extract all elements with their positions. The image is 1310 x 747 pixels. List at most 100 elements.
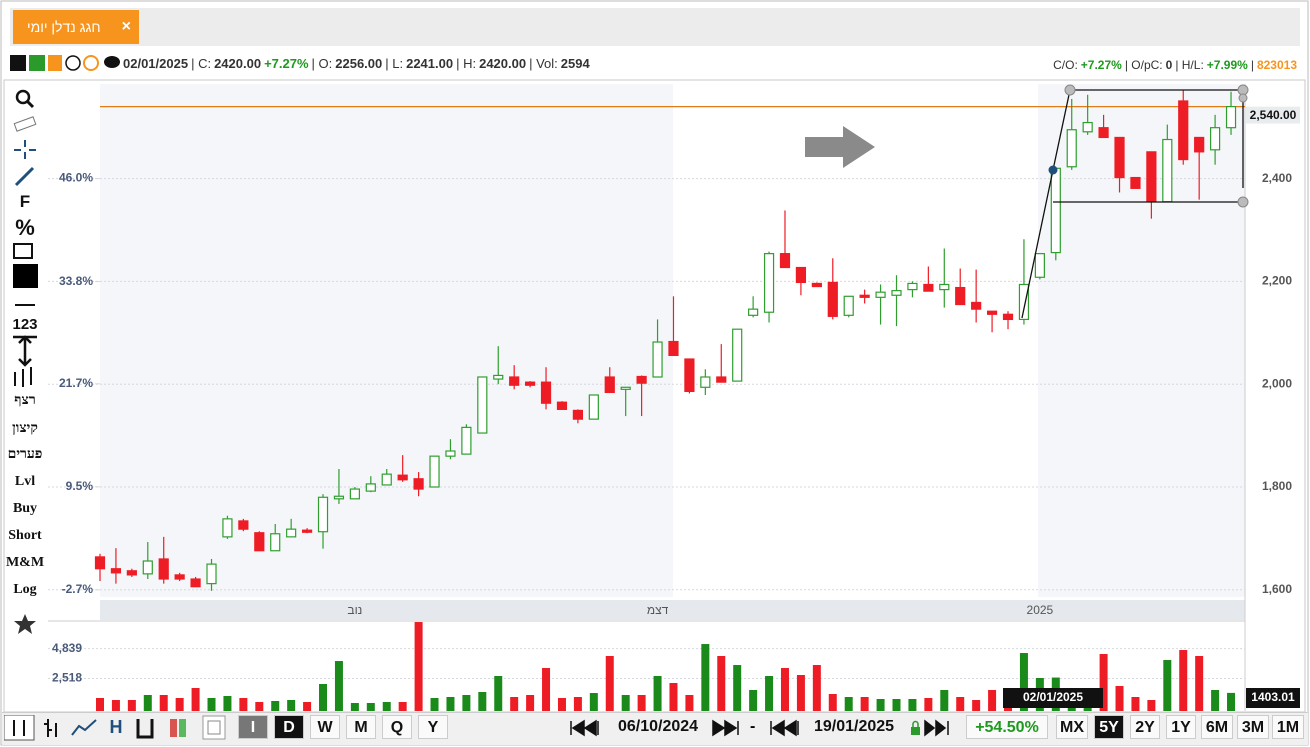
tool-text[interactable]: % bbox=[15, 215, 35, 240]
tool-text[interactable]: Short bbox=[8, 528, 42, 543]
period[interactable]: D bbox=[274, 715, 304, 739]
period[interactable]: W bbox=[310, 715, 340, 739]
period[interactable]: Q bbox=[382, 715, 412, 739]
range[interactable]: 1M bbox=[1272, 715, 1304, 739]
volume-bar bbox=[1131, 697, 1140, 711]
tool-zoom[interactable] bbox=[25, 99, 35, 109]
tool-text[interactable]: Buy bbox=[12, 501, 38, 516]
volume-bar bbox=[924, 697, 933, 711]
range[interactable]: 3M bbox=[1237, 715, 1269, 739]
value: 2420.00 bbox=[479, 56, 527, 71]
period[interactable]: Y bbox=[418, 715, 448, 739]
volume-bar bbox=[637, 695, 646, 711]
type-u[interactable] bbox=[136, 719, 154, 739]
date-from[interactable]: 06/10/2024 bbox=[617, 718, 699, 735]
candle-body bbox=[222, 518, 233, 538]
tool-line[interactable] bbox=[14, 166, 35, 187]
candle-body bbox=[461, 426, 472, 455]
range[interactable]: 6M bbox=[1201, 715, 1233, 739]
label: C/O: bbox=[1053, 58, 1078, 72]
date-to[interactable]: 19/01/2025 bbox=[813, 718, 895, 735]
volume-bar bbox=[255, 701, 264, 711]
trend-annotation bbox=[1021, 84, 1249, 319]
period[interactable]: M bbox=[346, 715, 376, 739]
quote-date: 02/01/2025 bbox=[123, 56, 189, 71]
tool-text[interactable]: M&M bbox=[5, 555, 45, 570]
save[interactable] bbox=[207, 720, 221, 735]
cursor-box bbox=[1003, 688, 1103, 708]
type-candle[interactable] bbox=[13, 720, 25, 736]
candle-body bbox=[1066, 129, 1077, 168]
tool-zoom[interactable] bbox=[15, 89, 31, 105]
candle-body bbox=[381, 473, 392, 486]
volume-bar bbox=[430, 697, 439, 711]
header-icons bbox=[10, 55, 120, 71]
left-toolbar: F % 123 רצף קיצון פערים Lvl Buy Short M&… bbox=[5, 84, 45, 644]
tool-text[interactable]: F bbox=[19, 192, 31, 211]
volume-bar bbox=[271, 701, 280, 711]
volume-bar bbox=[717, 656, 726, 711]
tool-text[interactable]: Lvl bbox=[14, 474, 36, 489]
type-color[interactable] bbox=[170, 719, 177, 737]
tool-note[interactable] bbox=[13, 243, 33, 259]
range-change: +54.50% bbox=[966, 715, 1048, 739]
nav-next[interactable] bbox=[712, 719, 739, 737]
tool-text[interactable]: קיצון bbox=[12, 421, 38, 436]
candle-body bbox=[588, 394, 599, 420]
tab-close[interactable]: × bbox=[121, 18, 131, 35]
range[interactable]: 2Y bbox=[1130, 715, 1160, 739]
tool-candles[interactable] bbox=[14, 367, 32, 387]
volume-bar bbox=[462, 695, 471, 711]
month-strip bbox=[100, 600, 1245, 620]
tool-text[interactable]: רצף bbox=[14, 393, 36, 408]
period[interactable]: I bbox=[238, 715, 268, 739]
lock[interactable] bbox=[911, 727, 920, 735]
tool-text[interactable]: Log bbox=[13, 582, 37, 597]
tool-color[interactable] bbox=[13, 264, 38, 288]
tab[interactable]: חגג נדלן יומי × bbox=[13, 10, 139, 44]
lock[interactable] bbox=[912, 720, 919, 728]
tool-text[interactable]: פערים bbox=[7, 447, 43, 462]
nav-first[interactable] bbox=[570, 719, 599, 737]
candle-body bbox=[763, 253, 775, 313]
label: | H: bbox=[456, 56, 477, 71]
type-candle[interactable] bbox=[4, 715, 35, 741]
tool-measure[interactable] bbox=[13, 335, 37, 367]
type-color[interactable] bbox=[179, 719, 186, 737]
nav-prev[interactable] bbox=[770, 719, 799, 737]
tool-eraser[interactable] bbox=[13, 116, 37, 132]
icon bbox=[65, 55, 81, 71]
candle-body bbox=[716, 376, 727, 383]
save[interactable] bbox=[202, 715, 226, 740]
volume-bar bbox=[143, 695, 152, 711]
tool-crosshair[interactable] bbox=[14, 140, 36, 159]
tool-favorite[interactable] bbox=[14, 614, 36, 634]
value: +7.27% bbox=[1080, 58, 1122, 72]
candle-body bbox=[859, 294, 870, 298]
candle-body bbox=[811, 282, 822, 288]
range[interactable]: MX bbox=[1056, 715, 1088, 739]
x-tick-label: 2025 bbox=[1027, 603, 1054, 617]
tab-title: חגג נדלן יומי bbox=[27, 19, 101, 35]
candle-body bbox=[907, 282, 918, 291]
stats-bar: C/O: +7.27% | O/pC: 0 | H/L: +7.99% | 823013 bbox=[1053, 58, 1300, 72]
icon bbox=[48, 55, 62, 71]
range[interactable]: 5Y bbox=[1094, 715, 1124, 739]
type-bars[interactable] bbox=[44, 719, 57, 737]
price-box bbox=[1246, 106, 1300, 124]
type-h[interactable]: H bbox=[109, 717, 123, 737]
label: | O/pC: bbox=[1124, 58, 1163, 72]
range[interactable]: 1Y bbox=[1166, 715, 1196, 739]
volume-current-label: 1403.01 bbox=[1251, 690, 1295, 704]
volume-bar bbox=[876, 699, 885, 711]
nav-last[interactable] bbox=[924, 719, 949, 737]
volume-bar bbox=[1147, 699, 1156, 711]
volume-bar bbox=[573, 697, 582, 711]
type-line[interactable] bbox=[71, 719, 97, 736]
id: 823013 bbox=[1256, 58, 1297, 72]
volume-bar bbox=[382, 701, 391, 711]
candle-body bbox=[986, 310, 998, 315]
tool-text[interactable]: 123 bbox=[12, 316, 38, 333]
handle bbox=[1237, 196, 1249, 208]
candle-body bbox=[445, 450, 456, 457]
